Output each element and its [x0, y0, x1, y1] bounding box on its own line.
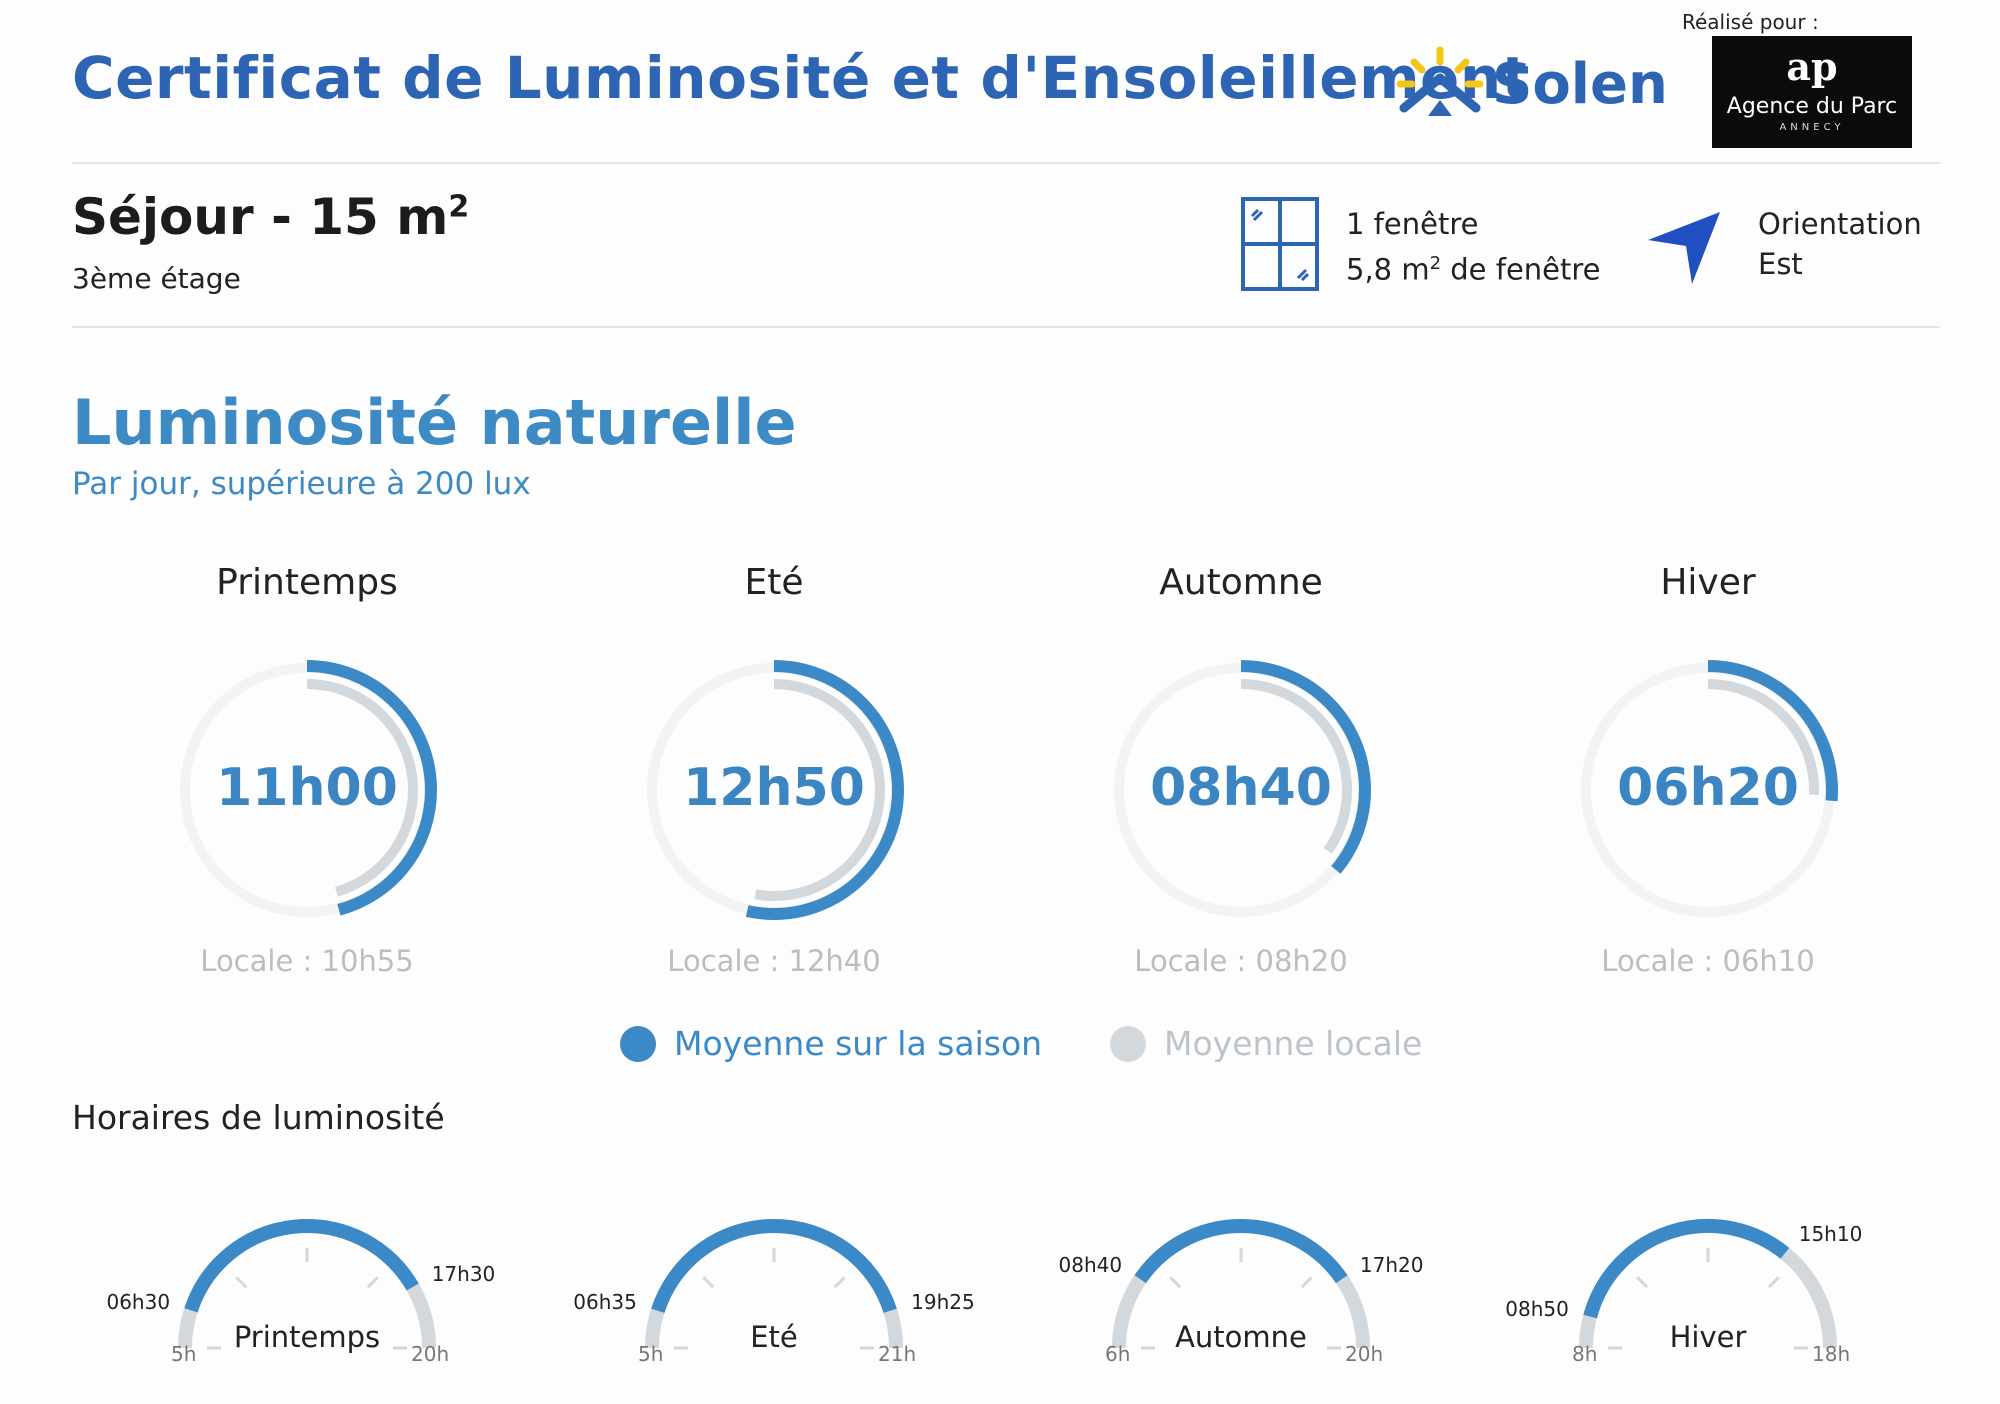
orientation-info: Orientation Est [1758, 204, 1922, 284]
gauge-start-hour: 5h [638, 1342, 664, 1366]
season-duration: 08h40 [1150, 758, 1332, 818]
window-area: 5,8 m2 de fenêtre [1346, 252, 1601, 287]
light-hours-gauge [645, 1219, 903, 1350]
window-icon [1241, 197, 1319, 291]
orientation-arrow-icon [1648, 212, 1720, 284]
room-floor: 3ème étage [72, 262, 241, 295]
realise-pour-label: Réalisé pour : [1682, 10, 1819, 34]
gauge-start-hour: 8h [1572, 1342, 1598, 1366]
gauge-end-time: 19h25 [911, 1290, 975, 1315]
season-duration: 12h50 [683, 758, 865, 818]
divider [72, 326, 1940, 328]
season-average-arc [177, 660, 437, 920]
season-name: Automne [1159, 562, 1323, 603]
gauge-end-hour: 18h [1812, 1342, 1851, 1366]
section-title: Luminosité naturelle [72, 386, 797, 459]
gauge-end-time: 17h20 [1359, 1252, 1424, 1277]
legend-local-dot [1110, 1026, 1146, 1062]
gauge-tick [833, 1276, 846, 1289]
gauge-season-name: Eté [750, 1320, 798, 1354]
section-subtitle: Par jour, supérieure à 200 lux [72, 466, 531, 502]
horaires-title: Horaires de luminosité [72, 1098, 445, 1137]
gauge-end-time: 17h30 [431, 1262, 496, 1286]
season-name: Hiver [1660, 562, 1756, 603]
gauge-tick [1300, 1276, 1313, 1289]
gauge-tick [1767, 1276, 1780, 1289]
gauge-tick [235, 1276, 248, 1289]
agency-name: Agence du Parc [1726, 94, 1898, 119]
season-duration: 06h20 [1617, 758, 1799, 818]
solen-logo-icon [1396, 46, 1484, 116]
gauge-start-time: 06h30 [106, 1289, 171, 1314]
gauge-season-name: Hiver [1669, 1320, 1747, 1354]
gauge-end-hour: 20h [1345, 1342, 1384, 1366]
gauge-start-time: 08h40 [1058, 1252, 1123, 1277]
gauge-tick [1636, 1276, 1649, 1289]
season-ring [177, 660, 437, 920]
legend-season-dot [620, 1026, 656, 1062]
window-info: 1 fenêtre 5,8 m2 de fenêtre [1346, 204, 1601, 290]
orientation-label: Orientation [1758, 207, 1922, 241]
gauge-light-arc [1134, 1219, 1348, 1284]
season-ring [644, 660, 904, 920]
season-average-arc [1111, 660, 1371, 920]
legend-local-label: Moyenne locale [1164, 1024, 1423, 1063]
local-average-arc [196, 679, 418, 901]
season-name: Printemps [216, 562, 398, 603]
agency-mark: ap [1786, 44, 1838, 89]
gauge-end-hour: 20h [411, 1342, 450, 1366]
orientation-value: Est [1758, 247, 1803, 281]
gauge-light-arc [1583, 1219, 1790, 1319]
season-ring [1578, 660, 1838, 920]
light-hours-gauge [1579, 1219, 1837, 1350]
room-name: Séjour - 15 m2 [72, 188, 470, 246]
gauge-tick [1169, 1276, 1182, 1289]
gauge-start-hour: 6h [1105, 1342, 1131, 1366]
light-hours-gauge [1112, 1219, 1370, 1350]
brand-name: Solen [1492, 52, 1668, 117]
local-average-arc [663, 679, 885, 901]
gauge-end-hour: 21h [878, 1342, 917, 1366]
season-name: Eté [744, 562, 804, 603]
season-average-arc [1578, 660, 1838, 920]
page-title: Certificat de Luminosité et d'Ensoleille… [72, 44, 1530, 112]
gauge-tick [366, 1276, 379, 1289]
local-average-arc [1597, 679, 1819, 901]
season-average-arc [644, 660, 904, 920]
season-ring [1111, 660, 1371, 920]
gauge-season-name: Printemps [233, 1320, 381, 1354]
season-local-value: Locale : 06h10 [1601, 944, 1815, 978]
season-duration: 11h00 [216, 758, 398, 818]
season-local-value: Locale : 12h40 [667, 944, 881, 978]
gauge-tick [702, 1276, 715, 1289]
gauge-light-arc [651, 1219, 897, 1313]
legend-season-label: Moyenne sur la saison [674, 1024, 1043, 1063]
gauge-season-name: Automne [1175, 1320, 1307, 1354]
season-local-value: Locale : 08h20 [1134, 944, 1348, 978]
gauge-end-time: 15h10 [1798, 1222, 1863, 1247]
gauge-start-time: 08h50 [1505, 1296, 1569, 1321]
local-average-arc [1130, 679, 1352, 901]
gauge-start-hour: 5h [171, 1342, 197, 1366]
light-hours-gauge [178, 1219, 436, 1350]
gauge-light-arc [184, 1219, 419, 1313]
divider [72, 162, 1940, 164]
agency-city: ANNECY [1779, 122, 1845, 133]
windows-count: 1 fenêtre [1346, 207, 1479, 241]
gauge-start-time: 06h35 [573, 1290, 637, 1315]
season-local-value: Locale : 10h55 [200, 944, 414, 978]
agency-logo: ap Agence du Parc ANNECY [1712, 36, 1912, 148]
